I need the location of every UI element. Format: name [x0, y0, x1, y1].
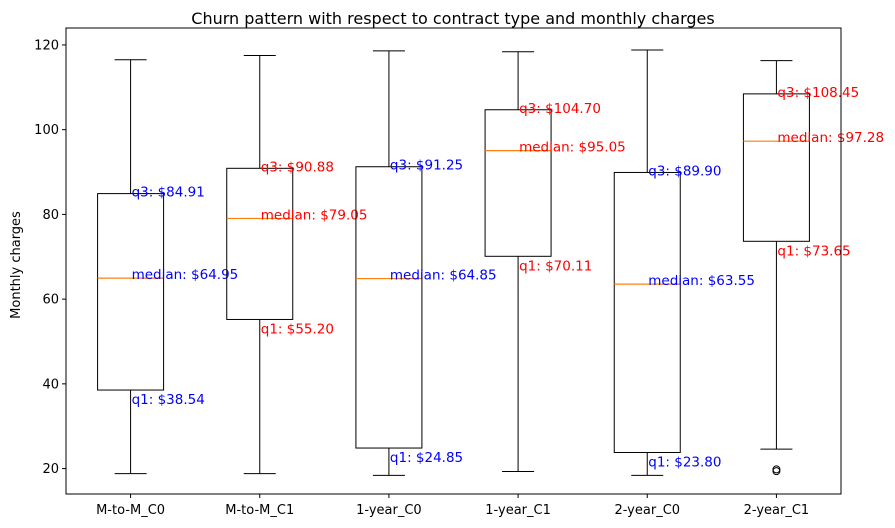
median-annotation: median: $97.28 [777, 130, 884, 146]
q1-annotation: q1: $38.54 [132, 392, 205, 408]
q1-annotation: q1: $24.85 [390, 450, 463, 466]
q3-annotation: q3: $104.70 [519, 101, 601, 117]
box-iqr [355, 166, 423, 449]
q1-annotation: q1: $70.11 [519, 258, 592, 274]
box-iqr [97, 193, 165, 391]
q1-annotation: q1: $23.80 [648, 454, 721, 470]
x-tick-label: 2-year_C1 [744, 503, 810, 518]
q3-annotation: q3: $89.90 [648, 163, 721, 179]
box-iqr [742, 93, 810, 242]
median-annotation: median: $79.05 [261, 207, 368, 223]
box-iqr [613, 171, 681, 453]
box-iqr [226, 167, 294, 320]
y-tick-label: 20 [42, 462, 59, 477]
q1-annotation: q1: $73.65 [777, 243, 850, 259]
plot-frame [65, 27, 842, 495]
x-tick-label: 2-year_C0 [614, 503, 680, 518]
x-tick-label: M-to-M_C0 [96, 503, 165, 518]
outlier-point [772, 465, 781, 474]
median-annotation: median: $95.05 [519, 140, 626, 156]
y-tick-label: 100 [34, 123, 59, 138]
x-tick-label: 1-year_C1 [485, 503, 551, 518]
median-annotation: median: $64.85 [390, 268, 497, 284]
box-iqr [484, 109, 552, 257]
y-tick-label: 60 [42, 293, 59, 308]
q3-annotation: q3: $108.45 [777, 85, 859, 101]
x-tick-label: M-to-M_C1 [225, 503, 294, 518]
x-tick-label: 1-year_C0 [356, 503, 422, 518]
median-annotation: median: $64.95 [132, 267, 239, 283]
y-tick-label: 40 [42, 377, 59, 392]
q3-annotation: q3: $84.91 [132, 185, 205, 201]
q1-annotation: q1: $55.20 [261, 321, 334, 337]
y-tick-label: 80 [42, 208, 59, 223]
q3-annotation: q3: $90.88 [261, 159, 334, 175]
median-annotation: median: $63.55 [648, 273, 755, 289]
y-axis-label: Monthly charges [9, 211, 24, 319]
y-tick-label: 120 [34, 38, 59, 53]
q3-annotation: q3: $91.25 [390, 158, 463, 174]
chart-title: Churn pattern with respect to contract t… [191, 9, 714, 28]
outlier-point [772, 467, 781, 476]
plot-area: 20 40 60 80 100 120 M-to-M_C0 q3: $84.91 median:… [34, 38, 884, 518]
